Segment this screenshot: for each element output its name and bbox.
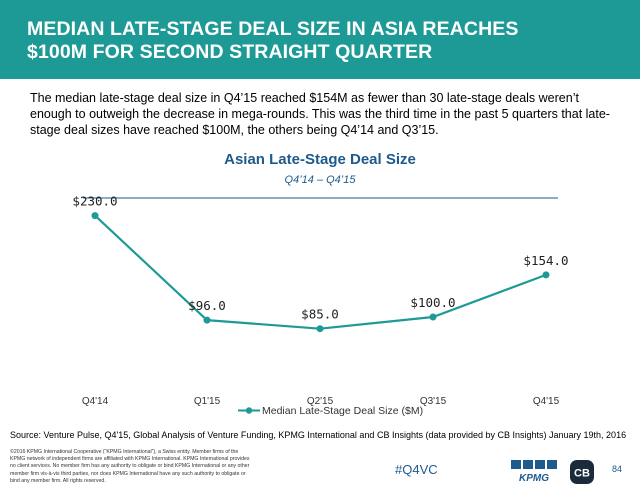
x-axis-ticks: Q4'14 Q1'15 Q2'15 Q3'15 Q4'15 — [82, 396, 560, 407]
source-note: Source: Venture Pulse, Q4'15, Global Ana… — [10, 430, 627, 440]
chart-subtitle: Q4’14 – Q4’15 — [284, 174, 356, 186]
data-point — [203, 316, 211, 324]
data-label: $85.0 — [301, 307, 339, 322]
legal-disclaimer: ©2016 KPMG International Cooperative (“K… — [10, 449, 250, 484]
legend-label: Median Late-Stage Deal Size ($M) — [262, 405, 423, 417]
intro-paragraph: The median late-stage deal size in Q4’15… — [30, 91, 610, 137]
data-point — [91, 212, 99, 220]
data-label: $100.0 — [410, 295, 455, 310]
data-label: $96.0 — [188, 298, 226, 313]
data-point — [542, 271, 550, 279]
hashtag: #Q4VC — [395, 462, 438, 477]
x-tick-label: Q1'15 — [194, 396, 221, 407]
line-chart: $230.0$96.0$85.0$100.0$154.0 Q4'14 Q1'15 Q… — [72, 194, 568, 417]
slide-title-line-1: MEDIAN LATE-STAGE DEAL SIZE IN ASIA REAC… — [27, 18, 519, 40]
header-banner: MEDIAN LATE-STAGE DEAL SIZE IN ASIA REAC… — [0, 0, 640, 79]
x-tick-label: Q4'14 — [82, 396, 109, 407]
x-tick-label: Q2'15 — [307, 396, 334, 407]
legend-swatch-marker — [245, 407, 253, 414]
x-tick-label: Q3'15 — [420, 396, 447, 407]
x-tick-label: Q4'15 — [533, 396, 560, 407]
cb-logo-text: CB — [574, 468, 590, 480]
data-point — [316, 325, 324, 333]
series-layer — [91, 212, 550, 333]
kpmg-logo-text: KPMG — [519, 473, 549, 484]
data-label: $230.0 — [72, 194, 117, 209]
slide-title: MEDIAN LATE-STAGE DEAL SIZE IN ASIA REAC… — [27, 18, 627, 64]
cb-insights-logo: CB — [570, 460, 594, 484]
kpmg-logo: KPMG — [511, 460, 557, 484]
page-number: 84 — [612, 464, 623, 474]
slide-title-line-2: $100M FOR SECOND STRAIGHT QUARTER — [27, 41, 433, 63]
data-point — [429, 313, 437, 321]
legend: Median Late-Stage Deal Size ($M) — [238, 405, 423, 417]
chart-title: Asian Late-Stage Deal Size — [224, 151, 416, 168]
data-label: $154.0 — [523, 253, 568, 268]
data-labels: $230.0 $96.0 $85.0 $100.0 $154.0 — [72, 194, 568, 322]
